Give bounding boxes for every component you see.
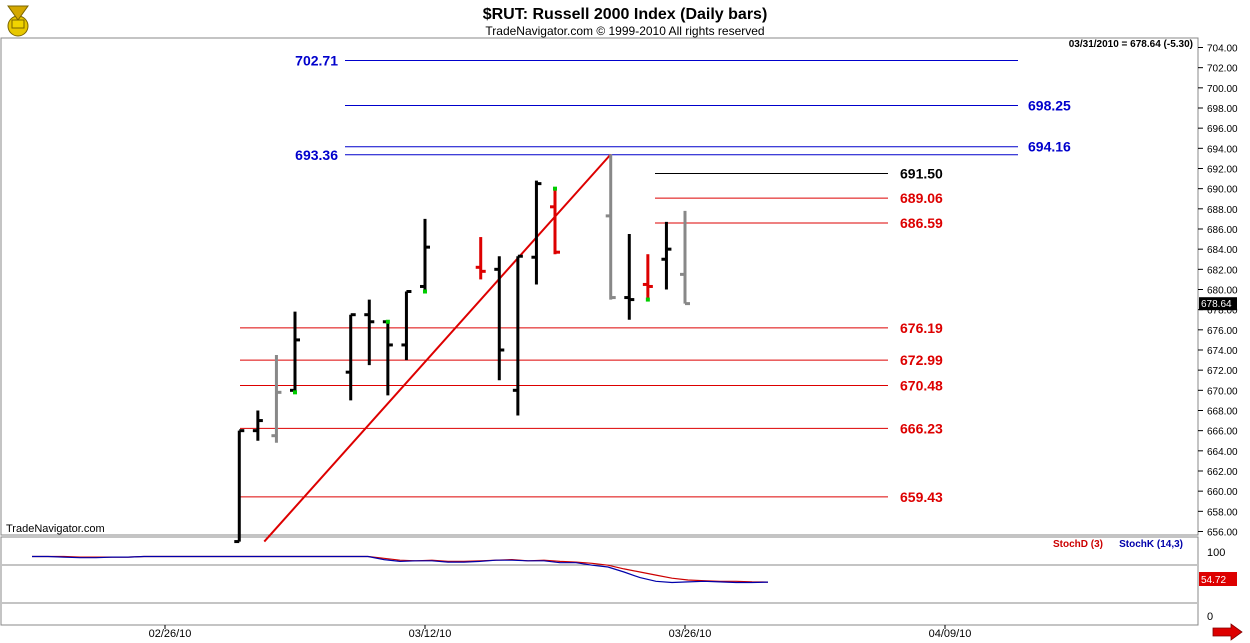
price-bars — [234, 154, 690, 544]
price-bar-9 — [475, 237, 486, 280]
price-bar-14 — [605, 154, 616, 300]
y-tick-label-15: 674.00 — [1207, 346, 1238, 357]
stoch-value-label: 54.72 — [1201, 575, 1226, 586]
y-tick-label-0: 704.00 — [1207, 44, 1238, 55]
y-tick-label-11: 682.00 — [1207, 265, 1238, 276]
last-price-label: 678.64 — [1201, 299, 1232, 310]
y-tick-label-24: 656.00 — [1207, 527, 1238, 538]
y-tick-label-8: 688.00 — [1207, 205, 1238, 216]
y-tick-label-23: 658.00 — [1207, 507, 1238, 518]
y-tick-label-10: 684.00 — [1207, 245, 1238, 256]
fib-label-5: 689.06 — [900, 190, 943, 206]
y-tick-label-3: 698.00 — [1207, 104, 1238, 115]
price-bar-6 — [382, 319, 393, 396]
trendline-layer — [263, 153, 612, 543]
price-bar-18 — [679, 210, 690, 306]
y-tick-label-7: 690.00 — [1207, 185, 1238, 196]
y-tick-label-6: 692.00 — [1207, 164, 1238, 175]
price-bar-11 — [512, 254, 523, 416]
price-bar-1 — [252, 410, 263, 441]
bar-marker-3 — [292, 390, 297, 395]
fib-levels: 702.71 698.25 694.16 693.36 691.50 689.06 686.… — [240, 53, 1071, 505]
chart-title: $RUT: Russell 2000 Index (Daily bars) — [483, 6, 768, 23]
y-tick-label-22: 660.00 — [1207, 487, 1238, 498]
bar-marker-8 — [422, 289, 427, 294]
y-tick-label-9: 686.00 — [1207, 225, 1238, 236]
price-axis: 704.00 702.00 700.00 698.00 696.00 694.00 692.… — [1198, 44, 1238, 538]
last-price-box — [1199, 297, 1237, 311]
y-tick-label-17: 670.00 — [1207, 386, 1238, 397]
x-tick-label-3: 04/09/10 — [929, 628, 972, 640]
price-bar-8 — [419, 218, 430, 294]
fib-label-4: 691.50 — [900, 166, 943, 182]
price-bar-13 — [549, 186, 560, 255]
stoch-tick-100: 100 — [1207, 547, 1225, 559]
y-tick-label-2: 700.00 — [1207, 84, 1238, 95]
x-tick-label-1: 03/12/10 — [409, 628, 452, 640]
stochastic-pane-frame — [0, 536, 1199, 626]
stoch-d-legend: StochD (3) — [1053, 539, 1103, 550]
stochastic-lines: 100 0 54.72 — [32, 547, 1237, 623]
x-tick-label-2: 03/26/10 — [669, 628, 712, 640]
y-tick-label-20: 664.00 — [1207, 447, 1238, 458]
status-readout: 03/31/2010 = 678.64 (-5.30) — [1069, 39, 1193, 50]
price-bar-2 — [271, 355, 282, 443]
stoch-tick-0: 0 — [1207, 611, 1213, 623]
fib-label-10: 666.23 — [900, 420, 943, 436]
price-bar-12 — [531, 180, 542, 285]
price-bar-10 — [494, 256, 505, 381]
price-bar-0 — [234, 429, 245, 544]
fib-label-6: 686.59 — [900, 215, 943, 231]
logo-icon[interactable] — [7, 5, 29, 37]
y-tick-label-12: 680.00 — [1207, 285, 1238, 296]
fib-label-1: 698.25 — [1028, 97, 1071, 113]
y-tick-label-18: 668.00 — [1207, 406, 1238, 417]
fib-label-8: 672.99 — [900, 352, 943, 368]
price-bar-15 — [624, 234, 635, 320]
y-tick-label-4: 696.00 — [1207, 124, 1238, 135]
copyright-text: TradeNavigator.com © 1999-2010 All right… — [485, 24, 764, 38]
fib-label-9: 670.48 — [900, 377, 943, 393]
y-tick-label-19: 666.00 — [1207, 427, 1238, 438]
x-tick-label-0: 02/26/10 — [149, 628, 192, 640]
price-bar-7 — [401, 290, 412, 361]
fib-label-11: 659.43 — [900, 489, 943, 505]
y-tick-label-5: 694.00 — [1207, 144, 1238, 155]
bar-marker-13 — [552, 186, 557, 191]
price-bar-3 — [289, 311, 300, 395]
watermark: TradeNavigator.com — [6, 523, 105, 535]
stoch-k-line — [32, 555, 769, 584]
price-pane-frame — [0, 37, 1199, 536]
stoch-value-box — [1199, 572, 1237, 586]
price-bar-16 — [642, 254, 653, 302]
stoch-k-legend: StochK (14,3) — [1119, 539, 1183, 550]
fib-label-2: 694.16 — [1028, 139, 1071, 155]
price-bar-5 — [364, 299, 375, 366]
fib-label-7: 676.19 — [900, 320, 943, 336]
y-tick-label-13: 678.00 — [1207, 306, 1238, 317]
scroll-right-arrow-icon[interactable] — [1212, 623, 1243, 641]
price-bar-17 — [661, 221, 672, 290]
y-tick-label-21: 662.00 — [1207, 467, 1238, 478]
trendline — [263, 153, 612, 543]
fib-label-0: 702.71 — [295, 53, 338, 69]
fib-label-3: 693.36 — [295, 147, 338, 163]
date-axis: 02/26/10 03/12/10 03/26/10 04/09/10 — [149, 625, 972, 640]
y-tick-label-16: 672.00 — [1207, 366, 1238, 377]
bar-marker-6 — [385, 319, 390, 324]
y-tick-label-14: 676.00 — [1207, 326, 1238, 337]
price-bar-4 — [345, 313, 356, 401]
y-tick-label-1: 702.00 — [1207, 64, 1238, 75]
bar-marker-16 — [645, 297, 650, 302]
